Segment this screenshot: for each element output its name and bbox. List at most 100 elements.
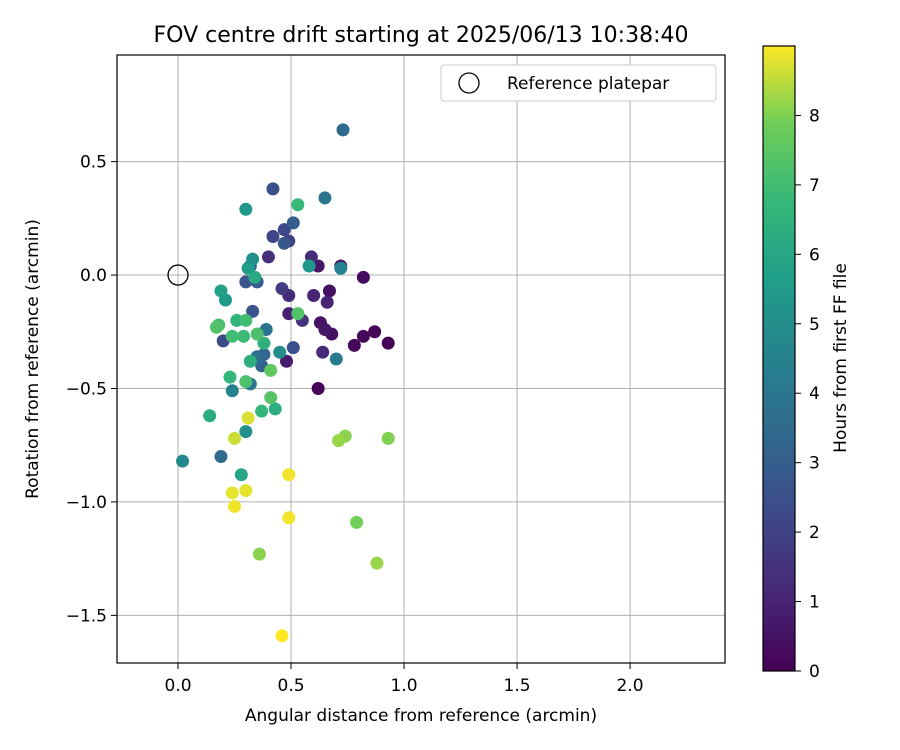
data-point (257, 336, 271, 350)
data-point (302, 259, 316, 273)
reference-platepar-marker (167, 264, 189, 286)
colorbar-ticks: 0 1 2 3 4 5 6 7 8 (795, 106, 820, 682)
data-point (368, 325, 382, 339)
data-point (356, 329, 370, 343)
x-axis-label: Angular distance from reference (arcmin) (245, 706, 597, 726)
data-point (214, 450, 228, 464)
data-point (239, 313, 253, 327)
data-points (176, 123, 395, 643)
colorbar-tick-label: 2 (809, 523, 820, 543)
y-axis-ticks: 0.5 0.0 −0.5 −1.0 −1.5 (66, 153, 117, 626)
data-point (237, 329, 251, 343)
data-point (322, 284, 336, 298)
data-point (291, 307, 305, 321)
data-point (350, 515, 364, 529)
y-tick-label: −1.5 (66, 606, 107, 626)
data-point (243, 354, 257, 368)
colorbar-tick-label: 7 (809, 176, 820, 196)
colorbar-label: Hours from first FF file (831, 263, 851, 453)
data-point (311, 259, 325, 273)
y-tick-label: −0.5 (66, 379, 107, 399)
data-point (241, 261, 255, 275)
data-point (282, 468, 296, 482)
data-point (273, 345, 287, 359)
plot-frame (116, 54, 726, 664)
colorbar-gradient (762, 45, 796, 672)
y-axis-label: Rotation from reference (arcmin) (23, 219, 43, 499)
data-point (223, 370, 237, 384)
data-point (286, 216, 300, 230)
data-point (282, 511, 296, 525)
data-point (239, 202, 253, 216)
data-point (228, 499, 242, 513)
data-point (214, 284, 228, 298)
colorbar-tick-label: 0 (809, 662, 820, 682)
legend: Reference platepar (440, 64, 717, 102)
data-point (316, 345, 330, 359)
data-point (282, 307, 296, 321)
data-point (311, 381, 325, 395)
data-point (320, 295, 334, 309)
data-point (318, 191, 332, 205)
data-point (266, 182, 280, 196)
data-point (241, 411, 255, 425)
data-point (239, 425, 253, 439)
data-point (252, 547, 266, 561)
data-point (275, 282, 289, 296)
data-point (230, 313, 244, 327)
colorbar: 0 1 2 3 4 5 6 7 8 Hours from first FF file (762, 45, 851, 682)
x-tick-label: 0.5 (278, 676, 305, 696)
data-point (239, 484, 253, 498)
data-point (264, 391, 278, 405)
data-point (275, 629, 289, 643)
y-tick-label: 0.0 (80, 266, 107, 286)
data-point (329, 352, 343, 366)
colorbar-tick-label: 6 (809, 245, 820, 265)
data-point (277, 223, 291, 237)
data-point (307, 288, 321, 302)
x-tick-label: 2.0 (617, 676, 644, 696)
data-point (209, 320, 223, 334)
data-point (203, 409, 217, 423)
colorbar-tick-label: 8 (809, 106, 820, 126)
data-point (225, 329, 239, 343)
data-point (266, 229, 280, 243)
data-point (347, 338, 361, 352)
legend-box (440, 64, 717, 102)
y-tick-label: 0.5 (80, 153, 107, 173)
chart-title: FOV centre drift starting at 2025/06/13 … (154, 23, 689, 48)
data-point (228, 431, 242, 445)
data-point (264, 363, 278, 377)
colorbar-tick-label: 3 (809, 454, 820, 474)
data-point (356, 270, 370, 284)
data-point (336, 123, 350, 137)
data-point (234, 468, 248, 482)
x-axis-ticks: 0.0 0.5 1.0 1.5 2.0 (165, 663, 644, 696)
colorbar-tick-label: 1 (809, 593, 820, 613)
data-point (248, 270, 262, 284)
grid (117, 55, 725, 663)
data-point (225, 486, 239, 500)
data-point (250, 327, 264, 341)
data-point (318, 323, 332, 337)
data-point (239, 375, 253, 389)
data-point (291, 198, 305, 212)
reference-marker-layer (167, 264, 189, 286)
legend-open-circle-marker (458, 72, 480, 94)
data-point (370, 556, 384, 570)
data-point (176, 454, 190, 468)
data-point (280, 354, 294, 368)
x-tick-label: 1.0 (391, 676, 418, 696)
colorbar-tick-label: 4 (809, 384, 820, 404)
x-tick-label: 0.0 (165, 676, 192, 696)
data-point (261, 250, 275, 264)
data-point (381, 336, 395, 350)
colorbar-tick-label: 5 (809, 315, 820, 335)
data-point (381, 431, 395, 445)
data-point (277, 236, 291, 250)
y-tick-label: −1.0 (66, 493, 107, 513)
data-point (332, 434, 346, 448)
data-point (255, 404, 269, 418)
data-point (268, 402, 282, 416)
